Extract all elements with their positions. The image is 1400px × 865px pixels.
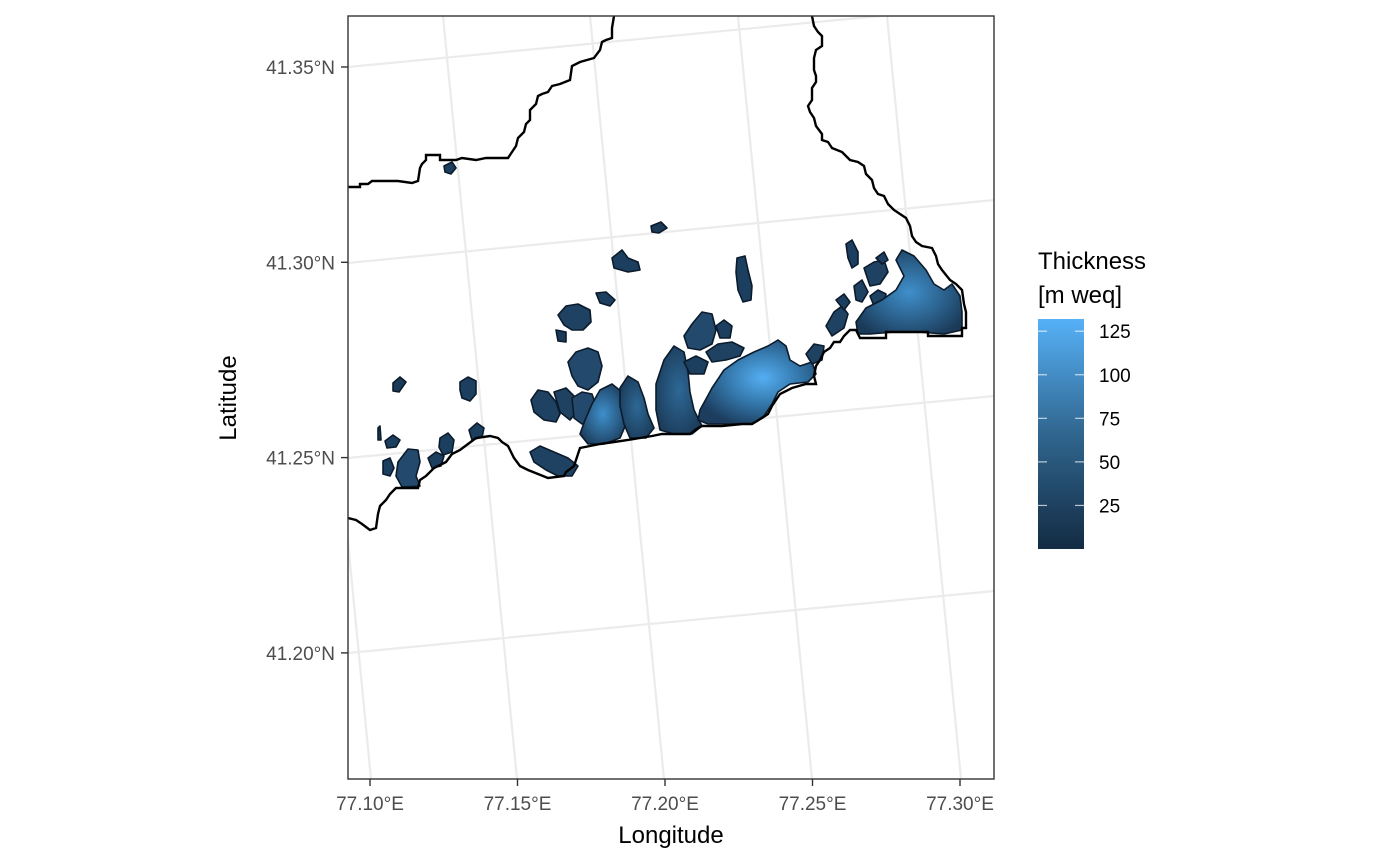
x-tick-label: 77.15°E [484,794,552,815]
legend-break-label: 75 [1099,409,1120,430]
glacier-outline [863,259,889,287]
y-tick-label: 41.25°N [266,449,335,470]
legend-colorbar [1038,319,1084,549]
legend-break-label: 100 [1099,366,1131,387]
glacier-outline [683,355,709,375]
boundary-east [348,16,968,532]
y-tick-label: 41.35°N [266,58,335,79]
legend-title-line1: Thickness [1038,248,1146,275]
glacier-outline [705,341,745,363]
legend-break-label: 50 [1099,453,1120,474]
glacier-outlines [377,161,963,488]
parallel-41.30 [348,198,994,265]
glacier-outline [595,291,616,307]
glacier-outline [377,425,382,441]
glacier-outline [392,376,407,393]
x-tick-label: 77.30°E [926,794,994,815]
glacier-outline [555,329,567,343]
glacier-outline [567,347,603,391]
legend-break-label: 125 [1099,322,1131,343]
glacier-outline [443,161,457,175]
glacier-outline [619,375,655,439]
y-tick-label: 41.20°N [266,644,335,665]
glacier-outline [384,434,401,449]
y-tick-label: 41.30°N [266,253,335,274]
x-tick-label: 77.25°E [779,794,847,815]
glacier-outline [650,221,668,234]
glacier-outline [611,249,641,273]
panel-border [347,15,995,780]
region-boundary [348,16,968,532]
x-tick-label: 77.10°E [336,794,404,815]
boundary-north [348,16,616,189]
x-axis-title: Longitude [618,822,723,849]
glacier-outline [459,376,477,402]
glacier-outline [875,251,889,265]
glacier-outline [655,345,703,435]
glacier-outline [557,303,592,331]
legend: Thickness [m weq] 125 100 75 50 25 [1038,248,1146,549]
glacier-outline [835,293,851,311]
glacier-outline [382,457,395,477]
glacier-outline [468,422,485,441]
legend-title-line2: [m weq] [1038,282,1122,309]
legend-break-label: 25 [1099,496,1120,517]
y-axis-title: Latitude [215,355,242,440]
glacier-outline [438,432,455,456]
glacier-outline [530,389,561,423]
y-axis-ticks: 41.35°N 41.30°N 41.25°N 41.20°N [266,58,348,665]
x-tick-label: 77.20°E [631,794,699,815]
x-axis-ticks: 77.10°E 77.15°E 77.20°E 77.25°E 77.30°E [336,779,994,815]
legend-breaks: 125 100 75 50 25 [1038,322,1131,517]
glacier-outline [395,448,421,488]
glacier-outline [529,445,579,477]
glacier-outline [853,279,869,303]
meridian-77.15 [441,16,519,779]
glacier-outline [845,239,859,269]
parallel-41.20 [348,589,994,655]
glacier-outline [715,319,733,339]
parallel-41.35 [348,16,891,69]
meridian-77.30 [885,16,963,779]
map-panel [347,15,995,780]
glacier-outline [825,305,849,337]
glacier-outline [735,255,753,303]
glacier-outline [683,311,717,351]
